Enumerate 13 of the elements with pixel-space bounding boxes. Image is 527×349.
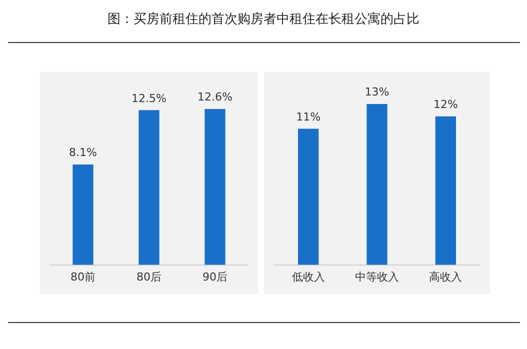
x-tick-label: 80前 (70, 270, 96, 284)
x-tick-label: 低收入 (292, 270, 325, 284)
x-tick-label: 80后 (136, 270, 162, 284)
x-tick-label: 高收入 (429, 270, 462, 284)
x-tick-label: 90后 (202, 270, 228, 284)
data-label: 12% (433, 98, 458, 112)
data-label: 8.1% (69, 146, 97, 160)
data-label: 12.5% (132, 92, 166, 105)
x-tick-label: 中等收入 (355, 270, 399, 284)
chart-title: 图：买房前租住的首次购房者中租住在长租公寓的占比 (106, 11, 420, 28)
data-label: 13% (364, 86, 390, 99)
data-label: 11% (296, 110, 321, 124)
data-label: 12.6% (198, 90, 232, 104)
